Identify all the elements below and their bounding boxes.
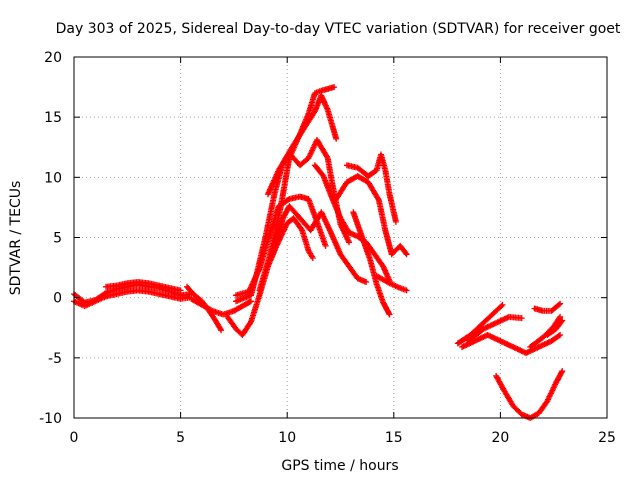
- series-sat-r: [459, 332, 564, 356]
- chart-title: Day 303 of 2025, Sidereal Day-to-day VTE…: [56, 21, 621, 37]
- series-sat-k: [271, 203, 370, 285]
- series-sat-p: [373, 273, 410, 294]
- series-sat-n: [350, 209, 393, 318]
- y-axis-label: SDTVAR / TECUs: [8, 181, 24, 296]
- point-markers: [333, 173, 410, 258]
- x-tick-label: 20: [491, 430, 509, 446]
- series-sat-o: [343, 151, 399, 225]
- series-sat-c: [103, 279, 184, 294]
- x-tick-label: 0: [70, 430, 79, 446]
- point-markers: [256, 84, 338, 294]
- y-tick-label: -5: [48, 351, 62, 367]
- series-sat-w: [544, 317, 566, 338]
- point-markers: [343, 151, 399, 225]
- y-tick-label: 5: [53, 231, 62, 247]
- series-sat-e: [188, 295, 254, 318]
- x-tick-label: 15: [385, 430, 403, 446]
- y-tick-label: -10: [39, 411, 62, 427]
- plot-frame: [73, 56, 608, 419]
- series-sat-m: [333, 173, 410, 258]
- point-markers: [188, 295, 254, 318]
- series-sat-t: [493, 368, 566, 421]
- point-markers: [459, 332, 564, 356]
- point-markers: [454, 301, 506, 347]
- x-tick-label: 25: [598, 430, 616, 446]
- y-tick-label: 15: [44, 110, 62, 126]
- y-tick-label: 20: [44, 50, 62, 66]
- series-sat-i: [256, 84, 338, 294]
- y-tick-label: 0: [53, 291, 62, 307]
- series-sat-u: [531, 300, 564, 314]
- y-tick-label: 10: [44, 170, 62, 186]
- x-tick-label: 10: [278, 430, 296, 446]
- point-markers: [373, 273, 410, 294]
- point-markers: [531, 300, 564, 314]
- point-markers: [350, 209, 393, 318]
- point-markers: [465, 313, 525, 344]
- axis-ticks: 0 5 10 15 20 25 -10 -5 0 5 10 15 20: [39, 50, 616, 446]
- series-sat-q: [454, 301, 506, 347]
- series-sat-s: [465, 313, 525, 344]
- point-markers: [544, 317, 566, 338]
- grid-lines: [74, 57, 607, 418]
- data-points: [71, 84, 566, 421]
- x-axis-label: GPS time / hours: [281, 458, 398, 474]
- point-markers: [493, 368, 566, 421]
- point-markers: [271, 203, 370, 285]
- point-markers: [103, 279, 184, 294]
- x-tick-label: 5: [176, 430, 185, 446]
